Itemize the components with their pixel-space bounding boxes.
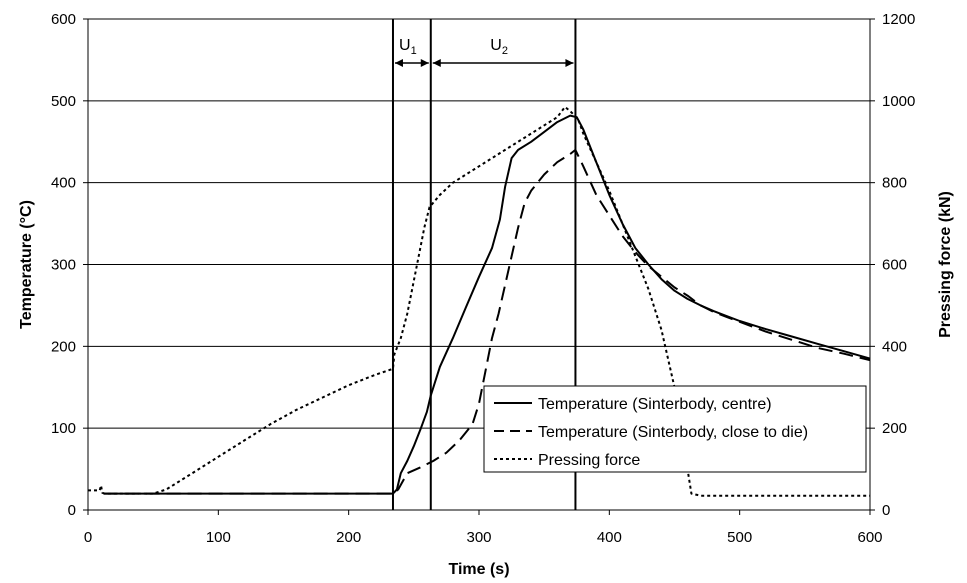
legend-label-pressing-force: Pressing force [538,452,640,469]
series-line-pressing-force [88,106,870,497]
y-tick-label-0: 0 [68,502,76,519]
annotation-arrowhead-right-0 [420,59,429,67]
x-tick-label-500: 500 [727,529,752,546]
legend-label-centre: Temperature (Sinterbody, centre) [538,396,772,413]
annotation-subscript-0: 1 [411,45,417,57]
y-tick-label-200: 200 [51,338,76,355]
legend-box [483,385,867,473]
y2-tick-label-0: 0 [882,502,890,519]
y-tick-label-400: 400 [51,175,76,192]
x-tick-label-600: 600 [857,529,882,546]
tick-labels: 0100200300400500600020040060080010001200… [51,11,915,546]
annotation-label-1: U2 [490,37,508,57]
annotation-arrowhead-right-1 [565,59,574,67]
y-tick-label-100: 100 [51,420,76,437]
y2-tick-label-600: 600 [882,257,907,274]
annotation-subscript-1: 2 [502,45,508,57]
x-tick-label-200: 200 [336,529,361,546]
y-tick-label-500: 500 [51,93,76,110]
y2-tick-label-800: 800 [882,175,907,192]
legend: Temperature (Sinterbody, centre) Tempera… [483,385,867,473]
x-tick-label-400: 400 [597,529,622,546]
phase-annotations: U1 U2 [394,37,574,67]
y2-tick-label-1000: 1000 [882,93,915,110]
y2-axis-title: Pressing force (kN) [937,191,954,338]
y-tick-label-600: 600 [51,11,76,28]
series-group [88,106,871,497]
y2-tick-label-400: 400 [882,338,907,355]
annotation-arrowhead-left-0 [394,59,403,67]
annotation-label-0: U1 [399,37,417,57]
y-tick-label-300: 300 [51,257,76,274]
x-tick-label-0: 0 [84,529,92,546]
series-line-close-to-die [103,148,871,495]
y-axis-title: Temperature (°C) [18,200,35,329]
x-tick-label-100: 100 [206,529,231,546]
legend-label-close-to-die: Temperature (Sinterbody, close to die) [538,424,808,441]
y2-tick-label-1200: 1200 [882,11,915,28]
annotation-arrowhead-left-1 [432,59,441,67]
x-tick-label-300: 300 [466,529,491,546]
x-axis-title: Time (s) [448,561,509,578]
y2-tick-label-200: 200 [882,420,907,437]
